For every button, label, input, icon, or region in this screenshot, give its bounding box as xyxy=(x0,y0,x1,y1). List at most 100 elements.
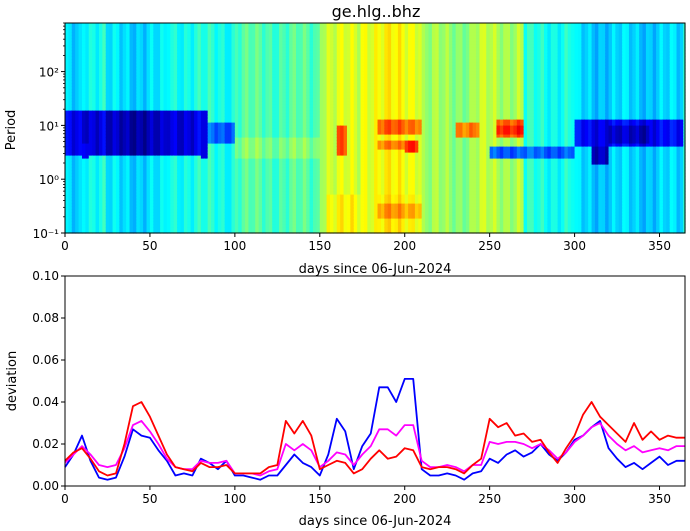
heatmap-cell xyxy=(75,101,80,105)
heatmap-cell xyxy=(190,170,195,174)
heatmap-cell xyxy=(231,56,236,60)
heatmap-cell xyxy=(221,203,226,207)
heatmap-cell xyxy=(85,86,90,90)
heatmap-cell xyxy=(173,74,178,78)
heatmap-cell xyxy=(115,59,120,63)
heatmap-cell xyxy=(78,155,83,159)
heatmap-cell xyxy=(228,149,233,153)
heatmap-cell xyxy=(180,86,185,90)
heatmap-cell xyxy=(109,227,114,231)
heatmap-cell xyxy=(71,86,76,90)
heatmap-cell xyxy=(200,110,205,114)
heatmap-cell xyxy=(207,215,212,219)
heatmap-cell xyxy=(102,176,107,180)
heatmap-cell xyxy=(234,224,239,228)
heatmap-cell xyxy=(190,119,195,123)
heatmap-cell xyxy=(109,92,114,96)
heatmap-cell xyxy=(156,188,161,192)
heatmap-cell xyxy=(136,140,141,144)
heatmap-cell xyxy=(170,188,175,192)
heatmap-cell xyxy=(115,62,120,66)
heatmap-cell xyxy=(204,92,209,96)
heatmap-cell xyxy=(119,77,124,81)
heatmap-cell xyxy=(238,140,243,144)
heatmap-cell xyxy=(214,65,219,69)
heatmap-cell xyxy=(149,200,154,204)
heatmap-cell xyxy=(136,203,141,207)
heatmap-cell xyxy=(231,47,236,51)
heatmap-cell xyxy=(177,152,182,156)
heatmap-cell xyxy=(78,74,83,78)
heatmap-cell xyxy=(180,95,185,99)
heatmap-cell xyxy=(112,143,117,147)
heatmap-cell xyxy=(112,56,117,60)
heatmap-cell xyxy=(217,122,222,126)
heatmap-cell xyxy=(166,71,171,75)
heatmap-cell xyxy=(119,32,124,36)
heatmap-cell xyxy=(156,110,161,114)
heatmap-cell xyxy=(85,98,90,102)
heatmap-cell xyxy=(98,113,103,117)
heatmap-cell xyxy=(221,29,226,33)
heatmap-cell xyxy=(194,197,199,201)
heatmap-cell xyxy=(211,95,216,99)
heatmap-cell xyxy=(187,140,192,144)
heatmap-cell xyxy=(126,200,131,204)
heatmap-cell xyxy=(231,59,236,63)
heatmap-cell xyxy=(190,152,195,156)
heatmap-cell xyxy=(98,86,103,90)
heatmap-cell xyxy=(119,230,124,234)
heatmap-cell xyxy=(105,143,110,147)
heatmap-cell xyxy=(105,203,110,207)
heatmap-cell xyxy=(214,32,219,36)
heatmap-cell xyxy=(214,212,219,216)
heatmap-cell xyxy=(207,191,212,195)
heatmap-cell xyxy=(85,107,90,111)
heatmap-cell xyxy=(98,26,103,30)
heatmap-cell xyxy=(146,59,151,63)
heatmap-cell xyxy=(234,215,239,219)
heatmap-cell xyxy=(200,188,205,192)
heatmap-cell xyxy=(160,128,165,132)
heatmap-cell xyxy=(221,38,226,42)
heatmap-cell xyxy=(197,161,202,165)
heatmap-cell xyxy=(88,128,93,132)
heatmap-cell xyxy=(126,131,131,135)
heatmap-cell xyxy=(234,65,239,69)
heatmap-cell xyxy=(180,125,185,129)
heatmap-cell xyxy=(126,212,131,216)
heatmap-cell xyxy=(88,98,93,102)
heatmap-cell xyxy=(224,62,229,66)
heatmap-cell xyxy=(68,191,73,195)
heatmap-cell xyxy=(115,230,120,234)
heatmap-cell xyxy=(95,182,100,186)
heatmap-cell xyxy=(149,146,154,150)
heatmap-cell xyxy=(238,23,243,27)
heatmap-cell xyxy=(102,224,107,228)
heatmap-cell xyxy=(197,41,202,45)
heatmap-cell xyxy=(139,182,144,186)
heatmap-cell xyxy=(207,41,212,45)
heatmap-cell xyxy=(75,176,80,180)
heatmap-cell xyxy=(153,209,158,213)
heatmap-cell xyxy=(68,224,73,228)
heatmap-cell xyxy=(146,92,151,96)
heatmap-cell xyxy=(221,92,226,96)
heatmap-cell xyxy=(98,221,103,225)
heatmap-cell xyxy=(183,170,188,174)
heatmap-cell xyxy=(81,80,86,84)
heatmap-cell xyxy=(241,23,246,27)
heatmap-cell xyxy=(197,179,202,183)
heatmap-cell xyxy=(78,149,83,153)
heatmap-cell xyxy=(143,89,148,93)
heatmap-cell xyxy=(194,56,199,60)
heatmap-cell xyxy=(190,95,195,99)
heatmap-cell xyxy=(194,230,199,234)
heatmap-cell xyxy=(156,197,161,201)
heatmap-cell xyxy=(65,104,69,108)
heatmap-cell xyxy=(146,230,151,234)
heatmap-cell xyxy=(214,143,219,147)
heatmap-cell xyxy=(85,35,90,39)
heatmap-cell xyxy=(149,140,154,144)
heatmap-cell xyxy=(68,158,73,162)
